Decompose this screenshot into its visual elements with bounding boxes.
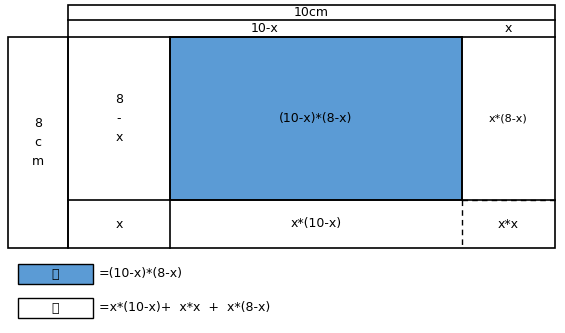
Text: 8
c
m: 8 c m — [32, 117, 44, 168]
Bar — [170, 37, 462, 200]
Text: x*x: x*x — [498, 217, 519, 230]
Text: 10cm: 10cm — [294, 6, 329, 19]
Text: (10-x)*(8-x): (10-x)*(8-x) — [279, 112, 353, 125]
Bar — [8, 37, 68, 248]
Text: =x*(10-x)+  x*x  +  x*(8-x): =x*(10-x)+ x*x + x*(8-x) — [99, 301, 270, 314]
Text: 青: 青 — [52, 267, 59, 280]
Text: 8
-
x: 8 - x — [115, 93, 123, 144]
Bar — [68, 5, 555, 248]
Bar — [18, 264, 93, 284]
Text: x*(10-x): x*(10-x) — [290, 217, 342, 230]
Bar — [18, 298, 93, 318]
Text: 白: 白 — [52, 301, 59, 314]
Text: x: x — [115, 217, 123, 230]
Text: x: x — [505, 22, 512, 35]
Text: 10-x: 10-x — [251, 22, 279, 35]
Text: x*(8-x): x*(8-x) — [489, 114, 528, 124]
Text: =(10-x)*(8-x): =(10-x)*(8-x) — [99, 267, 183, 280]
